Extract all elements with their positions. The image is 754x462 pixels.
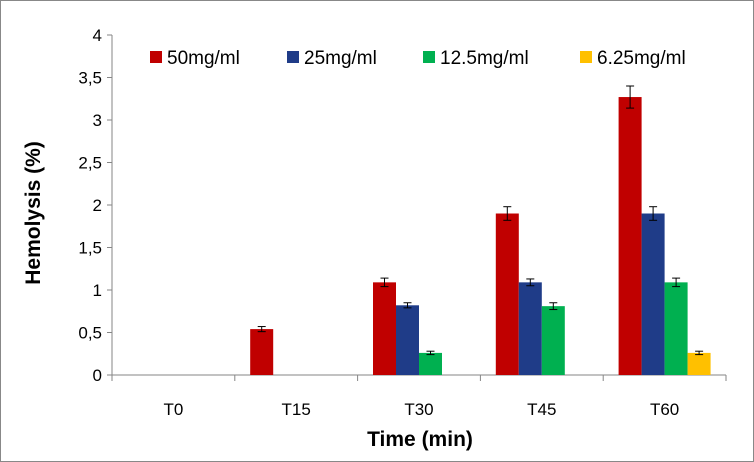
y-tick-label: 3,5 [78, 69, 102, 88]
x-tick-label: T15 [282, 400, 311, 419]
x-tick-label: T0 [163, 400, 183, 419]
y-tick-label: 0,5 [78, 324, 102, 343]
legend-label: 25mg/ml [304, 48, 377, 69]
y-tick-label: 4 [93, 26, 102, 45]
legend-label: 50mg/ml [167, 48, 240, 69]
legend-swatch [287, 51, 299, 63]
legend-swatch [150, 51, 162, 63]
bar [618, 97, 642, 376]
bar [419, 352, 442, 375]
bar [664, 282, 688, 375]
y-axis: 0 0,5 1 1,5 2 2,5 3 3,5 4 [78, 26, 113, 385]
legend-swatch [580, 51, 592, 63]
bar [687, 352, 711, 375]
y-tick-label: 3 [93, 111, 102, 130]
legend: 50mg/ml 25mg/ml 12.5mg/ml 6.25mg/ml [150, 48, 686, 69]
y-tick-label: 1,5 [78, 239, 102, 258]
x-tick-label: T45 [527, 400, 556, 419]
y-axis-title: Hemolysis (%) [22, 141, 45, 285]
bar [373, 282, 396, 375]
x-axis-title: Time (min) [367, 428, 473, 451]
bar [250, 329, 274, 375]
bar [396, 305, 419, 375]
bar-series [250, 85, 711, 376]
legend-label: 6.25mg/ml [597, 48, 686, 69]
x-tick-label: T30 [404, 400, 433, 419]
bar [518, 282, 542, 375]
legend-label: 12.5mg/ml [440, 48, 529, 69]
bar [495, 213, 519, 375]
bar [541, 306, 565, 375]
y-tick-label: 0 [93, 366, 102, 385]
x-axis: T0 T15 T30 T45 T60 [111, 374, 727, 419]
x-tick-label: T60 [650, 400, 679, 419]
y-tick-label: 2 [93, 196, 102, 215]
legend-swatch [423, 51, 435, 63]
y-tick-label: 2,5 [78, 154, 102, 173]
bar [641, 213, 665, 375]
y-tick-label: 1 [93, 281, 102, 300]
